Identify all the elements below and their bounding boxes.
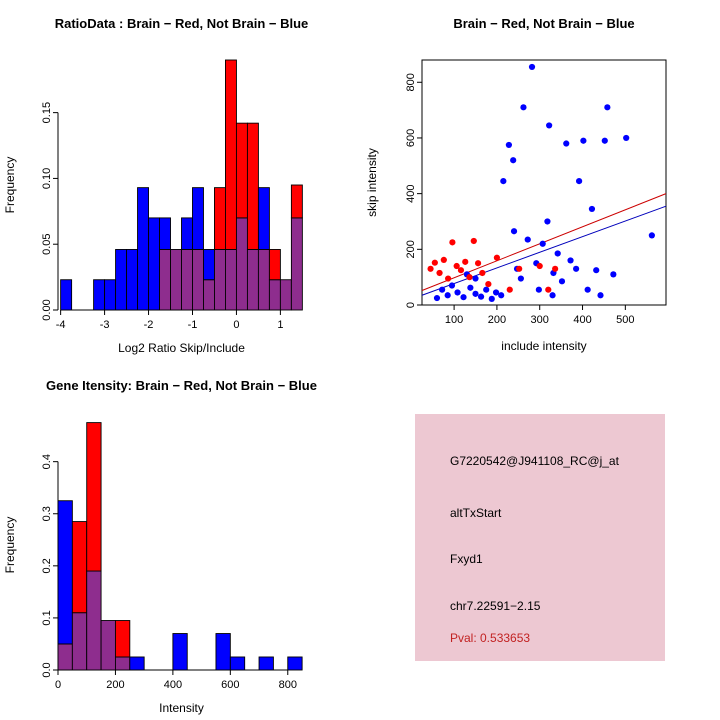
svg-text:0.2: 0.2 — [41, 558, 53, 573]
svg-text:200: 200 — [106, 679, 124, 691]
svg-text:0.1: 0.1 — [41, 610, 53, 625]
svg-text:0.0: 0.0 — [41, 662, 53, 677]
histogram-bars — [57, 422, 303, 671]
svg-text:0.10: 0.10 — [41, 168, 53, 189]
svg-text:200: 200 — [488, 314, 506, 326]
chart-title: Brain − Red, Not Brain − Blue — [453, 16, 634, 31]
axes: -4 -3 -2 -1 0 1 0.00 0.05 0.10 0.15 — [41, 102, 283, 331]
svg-text:-4: -4 — [56, 319, 66, 331]
svg-text:0.15: 0.15 — [41, 102, 53, 123]
x-axis-label: Intensity — [159, 701, 204, 715]
gene-info-box: G7220542@J941108_RC@j_at altTxStart Fxyd… — [415, 414, 665, 661]
svg-text:500: 500 — [616, 314, 634, 326]
scatter-points-blue — [433, 63, 655, 302]
genome-location-text: chr7.22591−2.15 — [450, 599, 541, 613]
fit-line-notbrain-fit — [421, 205, 667, 296]
svg-text:-2: -2 — [144, 319, 154, 331]
svg-text:800: 800 — [405, 73, 417, 91]
svg-text:600: 600 — [221, 679, 239, 691]
axes: 100 200 300 400 500 0 200 400 600 800 — [405, 59, 667, 326]
chart-title: Gene Itensity: Brain − Red, Not Brain − … — [46, 378, 317, 393]
svg-text:400: 400 — [164, 679, 182, 691]
plot-box — [421, 59, 667, 306]
svg-text:1: 1 — [277, 319, 283, 331]
svg-text:-1: -1 — [188, 319, 198, 331]
svg-text:400: 400 — [573, 314, 591, 326]
chart-title: RatioData : Brain − Red, Not Brain − Blu… — [55, 16, 309, 31]
gene-name-text: Fxyd1 — [450, 552, 483, 566]
svg-text:0.05: 0.05 — [41, 233, 53, 254]
event-type-text: altTxStart — [450, 506, 502, 520]
svg-text:800: 800 — [279, 679, 297, 691]
svg-text:0: 0 — [55, 679, 61, 691]
svg-text:0.4: 0.4 — [41, 454, 53, 469]
svg-text:600: 600 — [405, 129, 417, 147]
svg-text:0: 0 — [405, 302, 417, 308]
svg-text:300: 300 — [531, 314, 549, 326]
svg-text:200: 200 — [405, 240, 417, 258]
svg-text:0.3: 0.3 — [41, 506, 53, 521]
x-axis-label: Log2 Ratio Skip/Include — [118, 341, 245, 355]
y-axis-label: Frequency — [3, 517, 17, 574]
svg-text:0: 0 — [233, 319, 239, 331]
svg-text:400: 400 — [405, 184, 417, 202]
svg-text:100: 100 — [445, 314, 463, 326]
intensity-scatter-chart: Brain − Red, Not Brain − Blue include int… — [365, 16, 667, 353]
ratio-histogram-chart: RatioData : Brain − Red, Not Brain − Blu… — [3, 16, 309, 355]
scatter-points-red — [427, 237, 559, 293]
probe-id-text: G7220542@J941108_RC@j_at — [450, 454, 619, 468]
gene-intensity-histogram-chart: Gene Itensity: Brain − Red, Not Brain − … — [3, 378, 317, 715]
y-axis-label: Frequency — [3, 157, 17, 214]
histogram-bars — [60, 59, 303, 311]
svg-text:-3: -3 — [100, 319, 110, 331]
x-axis-label: include intensity — [501, 339, 586, 353]
y-axis-label: skip intensity — [365, 148, 379, 217]
svg-text:0.00: 0.00 — [41, 299, 53, 320]
pvalue-text: Pval: 0.533653 — [450, 631, 531, 645]
